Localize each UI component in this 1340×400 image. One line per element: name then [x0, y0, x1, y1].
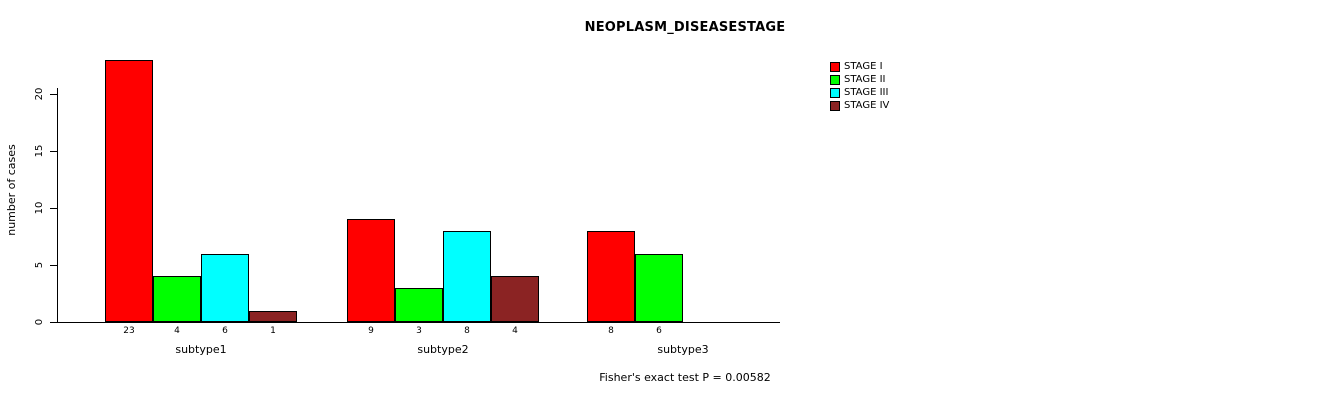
legend-swatch-icon	[830, 87, 840, 98]
bar-value-label: 4	[512, 326, 518, 336]
bar	[105, 60, 153, 322]
y-tick-label: 20	[34, 87, 45, 101]
y-axis-line	[57, 88, 58, 322]
bar	[635, 254, 683, 322]
bar-value-label: 8	[464, 326, 470, 336]
y-tick-label: 0	[34, 318, 45, 326]
bar-value-label: 6	[656, 326, 662, 336]
category-label: subtype3	[657, 343, 709, 356]
x-axis-line	[57, 322, 780, 323]
category-label: subtype1	[175, 343, 227, 356]
legend-swatch-icon	[830, 74, 840, 85]
legend-label: STAGE I	[844, 61, 883, 72]
y-tick-label: 10	[34, 201, 45, 215]
y-axis-label: number of cases	[5, 144, 18, 236]
bar	[153, 276, 201, 322]
legend-label: STAGE II	[844, 74, 886, 85]
bar-value-label: 4	[174, 326, 180, 336]
y-tick-mark	[50, 322, 57, 323]
bar-value-label: 8	[608, 326, 614, 336]
bar-value-label: 3	[416, 326, 422, 336]
bar-value-label: 6	[222, 326, 228, 336]
bar	[249, 311, 297, 322]
legend-item: STAGE IV	[830, 99, 889, 112]
bar-value-label: 23	[123, 326, 135, 336]
bar	[491, 276, 539, 322]
legend-label: STAGE IV	[844, 100, 890, 111]
legend-swatch-icon	[830, 61, 840, 72]
y-tick-mark	[50, 265, 57, 267]
bar-value-label: 9	[368, 326, 374, 336]
category-label: subtype2	[417, 343, 469, 356]
legend-swatch-icon	[830, 100, 840, 111]
bar	[395, 288, 443, 322]
bar	[201, 254, 249, 322]
bar	[347, 219, 395, 322]
y-tick-mark	[50, 94, 57, 96]
legend-item: STAGE III	[830, 86, 889, 99]
y-tick-mark	[50, 151, 57, 153]
legend-item: STAGE II	[830, 73, 889, 86]
legend: STAGE I STAGE II STAGE III STAGE IV	[830, 60, 889, 112]
legend-item: STAGE I	[830, 60, 889, 73]
bar	[587, 231, 635, 322]
legend-label: STAGE III	[844, 87, 889, 98]
chart-title: NEOPLASM_DISEASESTAGE	[584, 20, 786, 35]
bar	[443, 231, 491, 322]
y-tick-mark	[50, 208, 57, 210]
fisher-test-note: Fisher's exact test P = 0.00582	[599, 371, 771, 384]
y-tick-label: 5	[34, 261, 45, 269]
bar-value-label: 1	[270, 326, 276, 336]
y-tick-label: 15	[34, 144, 45, 158]
